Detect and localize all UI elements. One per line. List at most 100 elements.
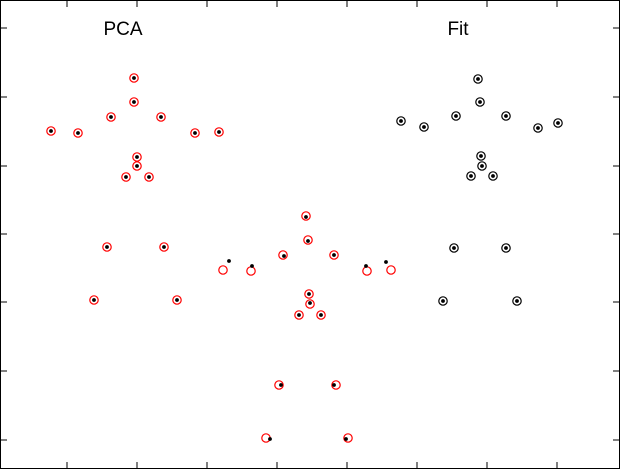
data-point-circle [278, 250, 288, 260]
data-point-circle [73, 128, 83, 138]
data-point-circle [304, 289, 314, 299]
data-point-dot [344, 437, 348, 441]
data-point-circle [501, 111, 511, 121]
data-point-dot [556, 121, 560, 125]
data-point-dot [452, 246, 456, 250]
data-point-circle [121, 172, 131, 182]
data-point-circle [305, 299, 315, 309]
data-point-dot [364, 264, 368, 268]
data-point-dot [469, 174, 473, 178]
data-point-circle [477, 161, 487, 171]
data-point-dot [441, 299, 445, 303]
data-point-dot [384, 260, 388, 264]
panel-label-pca: PCA [103, 19, 142, 40]
data-point-circle [190, 128, 200, 138]
data-point-circle [214, 127, 224, 137]
data-point-circle [132, 152, 142, 162]
data-point-dot [162, 245, 166, 249]
data-point-circle [274, 380, 284, 390]
data-point-dot [491, 174, 495, 178]
data-point-dot [147, 175, 151, 179]
data-point-circle [419, 122, 429, 132]
data-point-circle [466, 171, 476, 181]
data-point-circle [89, 295, 99, 305]
data-point-dot [478, 100, 482, 104]
data-point-dot [307, 292, 311, 296]
data-point-dot [319, 313, 323, 317]
data-point-dot [454, 114, 458, 118]
data-point-dot [308, 301, 312, 305]
data-point-dot [536, 126, 540, 130]
data-point-dot [124, 175, 128, 179]
data-point-circle [473, 74, 483, 84]
data-point-dot [105, 245, 109, 249]
data-point-circle [553, 118, 563, 128]
data-point-dot [109, 115, 113, 119]
data-point-dot [76, 131, 80, 135]
data-point-circle [172, 295, 182, 305]
data-point-circle [129, 97, 139, 107]
data-point-dot [304, 215, 308, 219]
data-point-circle [301, 211, 311, 221]
data-point-dot [282, 254, 286, 258]
data-point-circle [476, 151, 486, 161]
data-point-dot [504, 246, 508, 250]
data-point-dot [132, 76, 136, 80]
data-point-circle [156, 112, 166, 122]
data-point-dot [92, 298, 96, 302]
data-point-dot [422, 125, 426, 129]
data-point-dot [193, 131, 197, 135]
data-point-circle [533, 123, 543, 133]
data-point-dot [268, 437, 272, 441]
data-point-circle [331, 380, 341, 390]
data-point-dot [515, 299, 519, 303]
data-point-circle [488, 171, 498, 181]
data-point-circle [159, 242, 169, 252]
data-point-dot [159, 115, 163, 119]
data-point-circle [218, 265, 228, 275]
data-point-circle [396, 116, 406, 126]
data-point-dot [135, 155, 139, 159]
data-point-circle [132, 161, 142, 171]
data-point-circle [386, 265, 396, 275]
panel-label-fit: Fit [447, 19, 469, 40]
data-point-dot [332, 253, 336, 257]
series-1 [396, 74, 563, 306]
data-point-dot [480, 164, 484, 168]
data-point-circle [316, 310, 326, 320]
data-point-circle [343, 433, 353, 443]
data-point-dot [217, 130, 221, 134]
data-point-circle [46, 126, 56, 136]
data-point-dot [227, 259, 231, 263]
data-point-circle [501, 243, 511, 253]
data-point-circle [294, 310, 304, 320]
data-point-circle [303, 235, 313, 245]
data-point-dot [279, 383, 283, 387]
data-point-dot [504, 114, 508, 118]
data-series [46, 73, 563, 443]
data-point-circle [512, 296, 522, 306]
data-point-circle [129, 73, 139, 83]
data-point-dot [306, 239, 310, 243]
series-2 [49, 76, 560, 441]
data-point-circle [144, 172, 154, 182]
data-point-circle [106, 112, 116, 122]
data-point-circle [449, 243, 459, 253]
data-point-dot [332, 383, 336, 387]
data-point-dot [49, 129, 53, 133]
data-point-circle [102, 242, 112, 252]
data-point-dot [479, 154, 483, 158]
data-point-dot [297, 313, 301, 317]
data-point-dot [135, 164, 139, 168]
data-point-circle [438, 296, 448, 306]
data-point-dot [476, 77, 480, 81]
data-point-dot [250, 264, 254, 268]
data-point-circle [451, 111, 461, 121]
data-point-circle [475, 97, 485, 107]
data-point-dot [132, 100, 136, 104]
data-point-dot [399, 119, 403, 123]
data-point-circle [329, 250, 339, 260]
